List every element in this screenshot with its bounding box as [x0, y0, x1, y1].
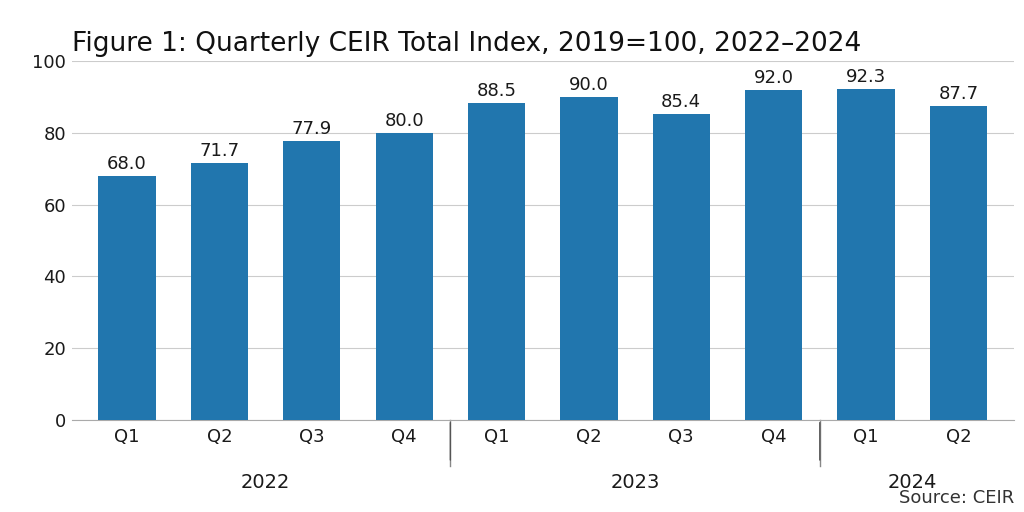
Text: 2022: 2022 [241, 473, 291, 492]
Bar [468, 102, 525, 420]
Bar [376, 133, 433, 420]
Text: 71.7: 71.7 [200, 142, 240, 160]
Text: 90.0: 90.0 [569, 76, 609, 94]
Text: 2024: 2024 [888, 473, 937, 492]
Bar [560, 97, 617, 420]
Text: 87.7: 87.7 [938, 84, 978, 102]
Text: 80.0: 80.0 [384, 112, 424, 130]
Bar [98, 176, 156, 420]
Bar [930, 105, 987, 420]
Text: 68.0: 68.0 [108, 155, 147, 173]
Bar [838, 89, 895, 420]
Bar [190, 163, 248, 420]
Text: 92.0: 92.0 [754, 69, 794, 87]
Text: 2023: 2023 [610, 473, 659, 492]
Text: Source: CEIR: Source: CEIR [898, 489, 1014, 507]
Bar [284, 141, 340, 420]
Text: 88.5: 88.5 [476, 82, 516, 100]
Text: 77.9: 77.9 [292, 120, 332, 138]
Bar [745, 90, 802, 420]
Text: 85.4: 85.4 [662, 93, 701, 111]
Text: Figure 1: Quarterly CEIR Total Index, 2019=100, 2022–2024: Figure 1: Quarterly CEIR Total Index, 20… [72, 31, 861, 57]
Bar [652, 114, 710, 420]
Text: 92.3: 92.3 [846, 68, 886, 86]
